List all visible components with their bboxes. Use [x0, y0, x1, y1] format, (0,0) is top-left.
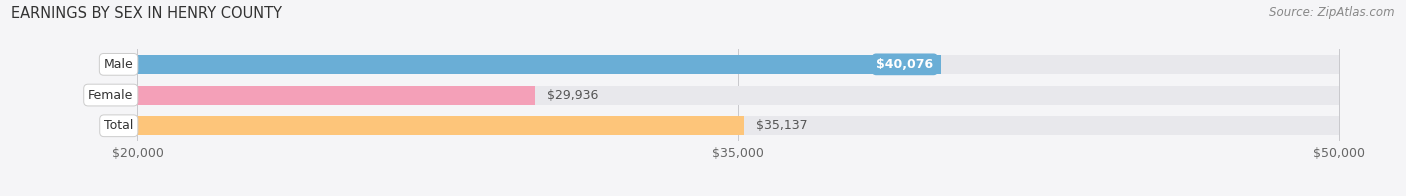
Text: EARNINGS BY SEX IN HENRY COUNTY: EARNINGS BY SEX IN HENRY COUNTY: [11, 6, 283, 21]
Text: $40,076: $40,076: [876, 58, 934, 71]
Text: Female: Female: [89, 89, 134, 102]
Bar: [138, 116, 744, 135]
Bar: [138, 116, 1339, 135]
Bar: [138, 55, 942, 74]
Text: $29,936: $29,936: [547, 89, 599, 102]
Text: Total: Total: [104, 119, 134, 132]
Text: $35,137: $35,137: [755, 119, 807, 132]
Bar: [138, 55, 1339, 74]
Text: Source: ZipAtlas.com: Source: ZipAtlas.com: [1270, 6, 1395, 19]
Bar: [138, 85, 536, 105]
Text: Male: Male: [104, 58, 134, 71]
Bar: [138, 85, 1339, 105]
